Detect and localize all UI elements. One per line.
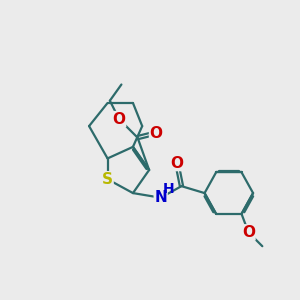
Text: O: O [112, 112, 126, 127]
Text: N: N [154, 190, 167, 205]
Text: O: O [170, 155, 183, 170]
Text: S: S [102, 172, 113, 187]
Text: O: O [242, 225, 255, 240]
Text: H: H [163, 182, 175, 196]
Text: O: O [150, 125, 163, 140]
